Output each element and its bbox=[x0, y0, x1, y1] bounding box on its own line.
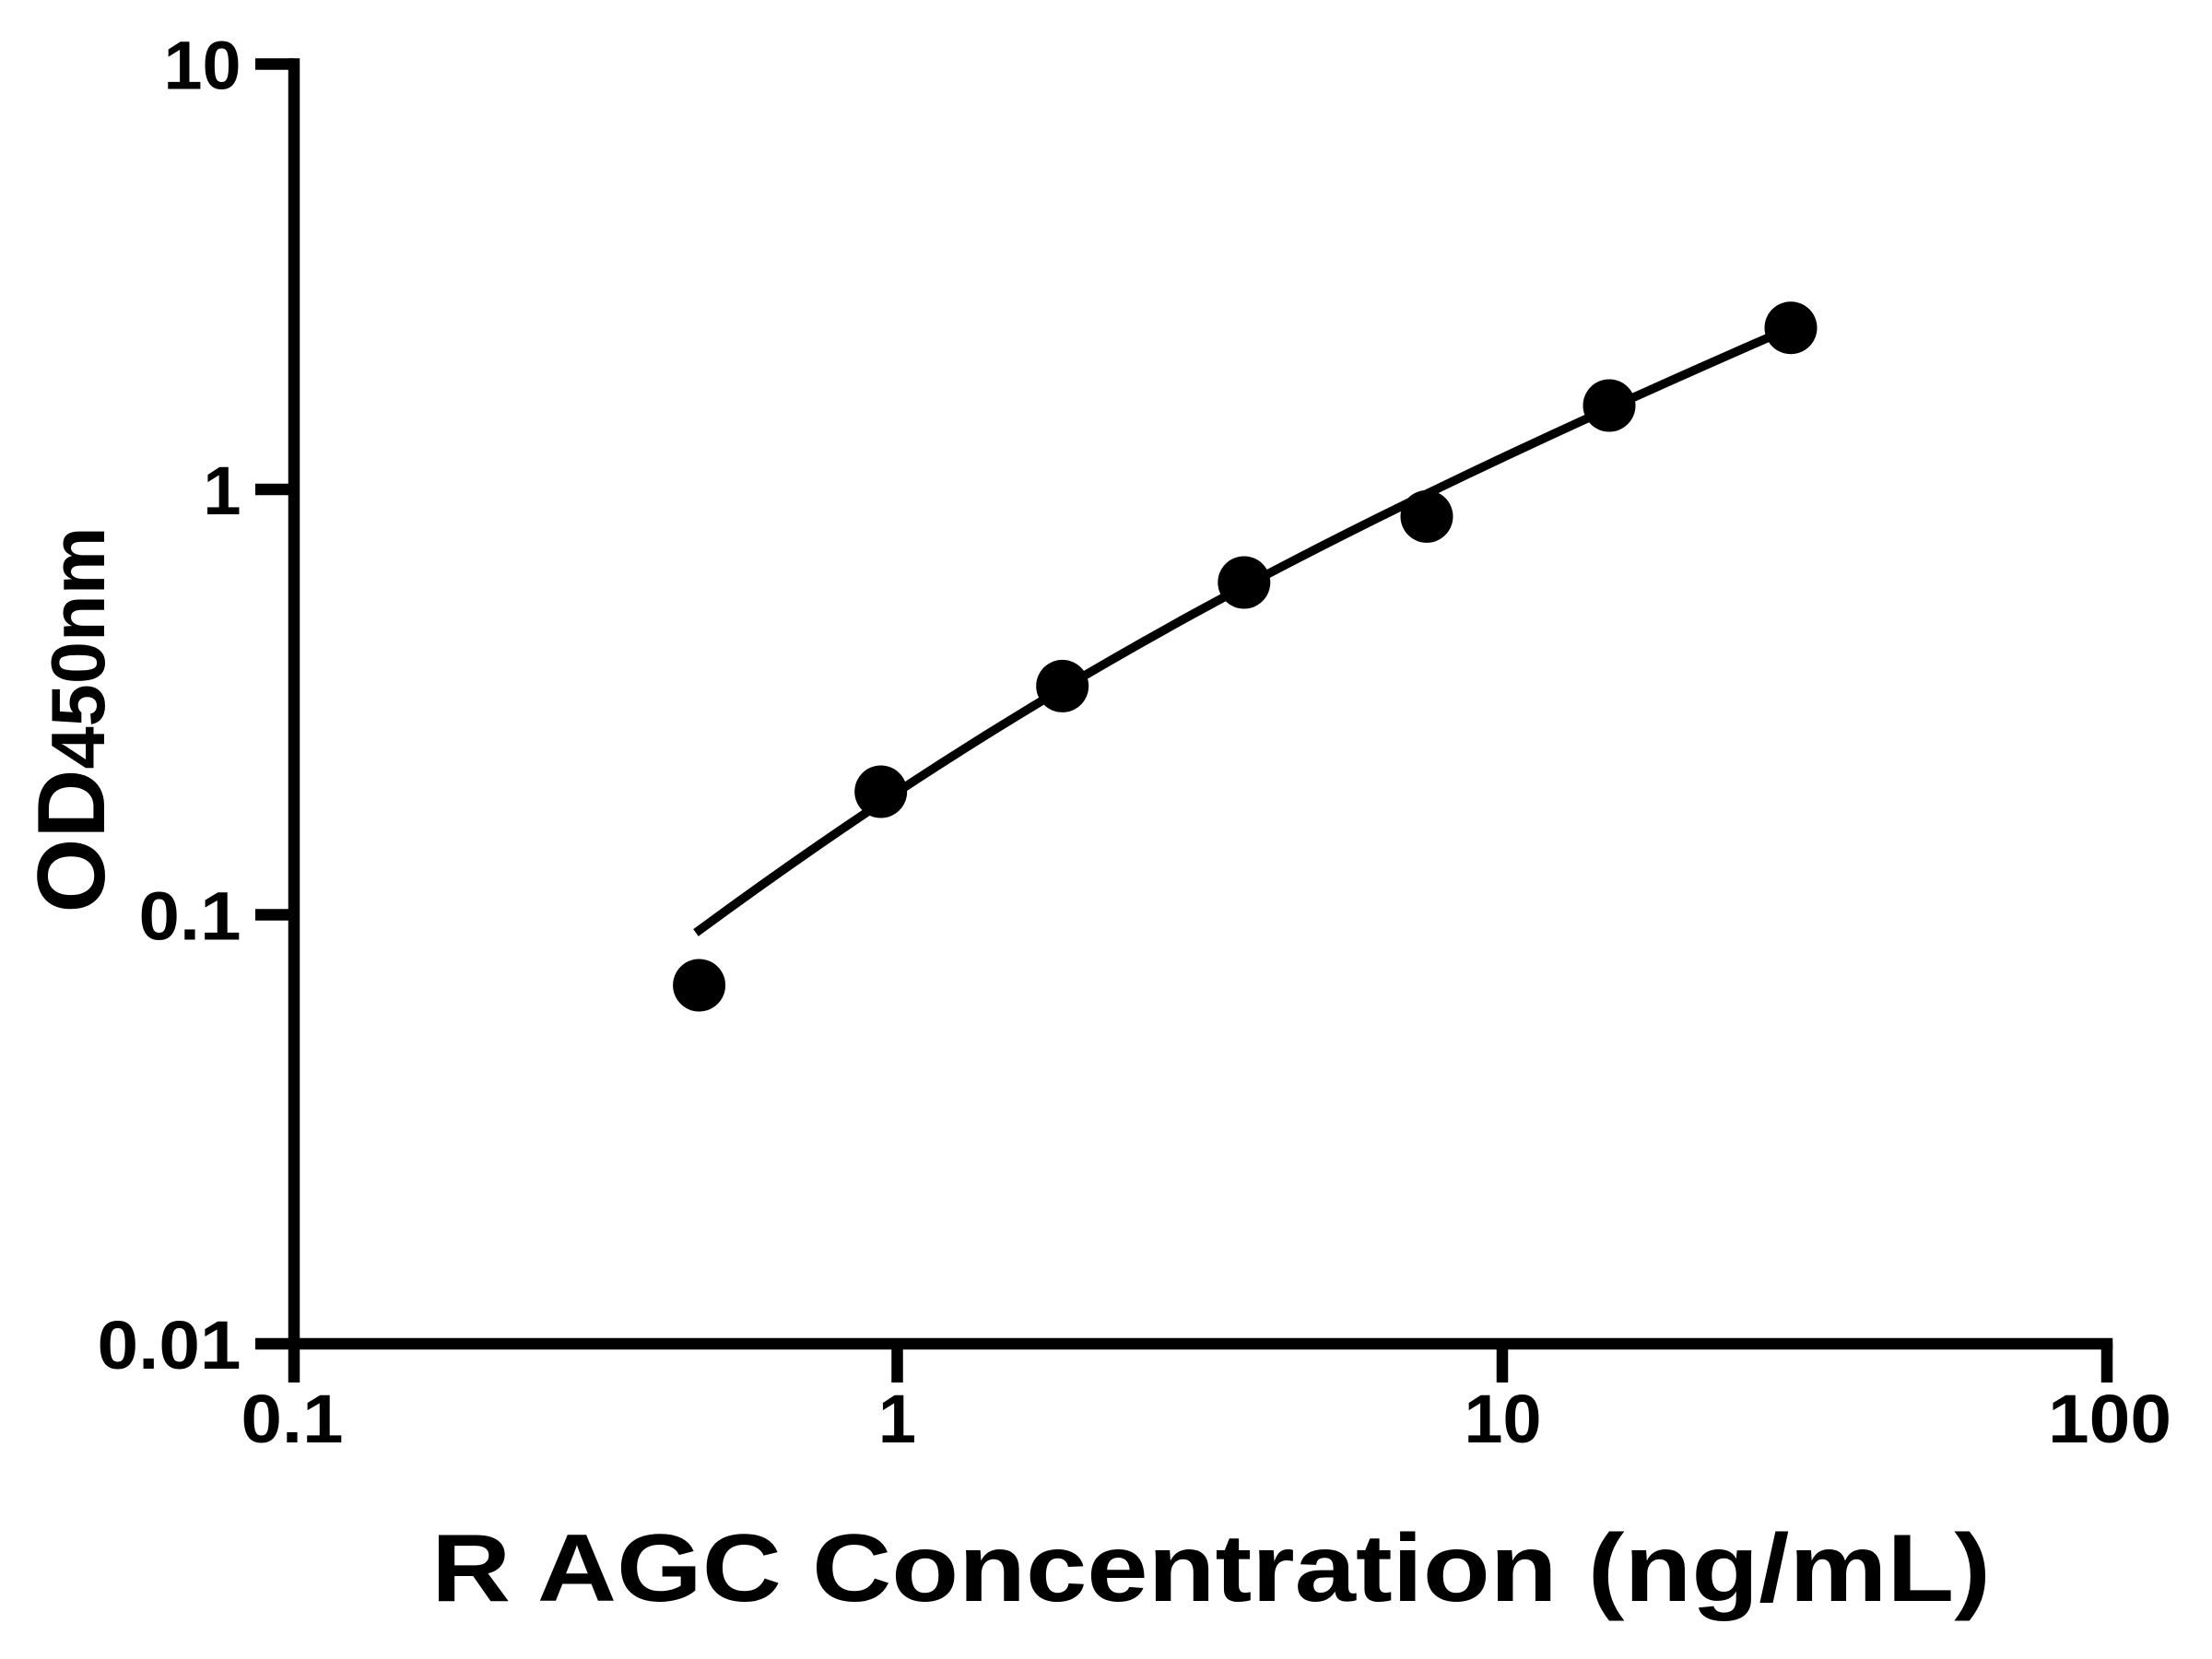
svg-text:10: 10 bbox=[1465, 1381, 1542, 1457]
svg-text:OD450nm: OD450nm bbox=[18, 527, 125, 913]
svg-text:100: 100 bbox=[2048, 1381, 2171, 1457]
svg-text:0.1: 0.1 bbox=[139, 878, 241, 955]
svg-text:0.1: 0.1 bbox=[241, 1381, 344, 1457]
svg-text:1: 1 bbox=[878, 1381, 916, 1457]
svg-text:0.01: 0.01 bbox=[98, 1307, 241, 1383]
svg-text:R AGC Concentration (ng/mL): R AGC Concentration (ng/mL) bbox=[431, 1515, 1991, 1622]
svg-text:1: 1 bbox=[203, 453, 241, 529]
svg-text:10: 10 bbox=[164, 28, 241, 104]
